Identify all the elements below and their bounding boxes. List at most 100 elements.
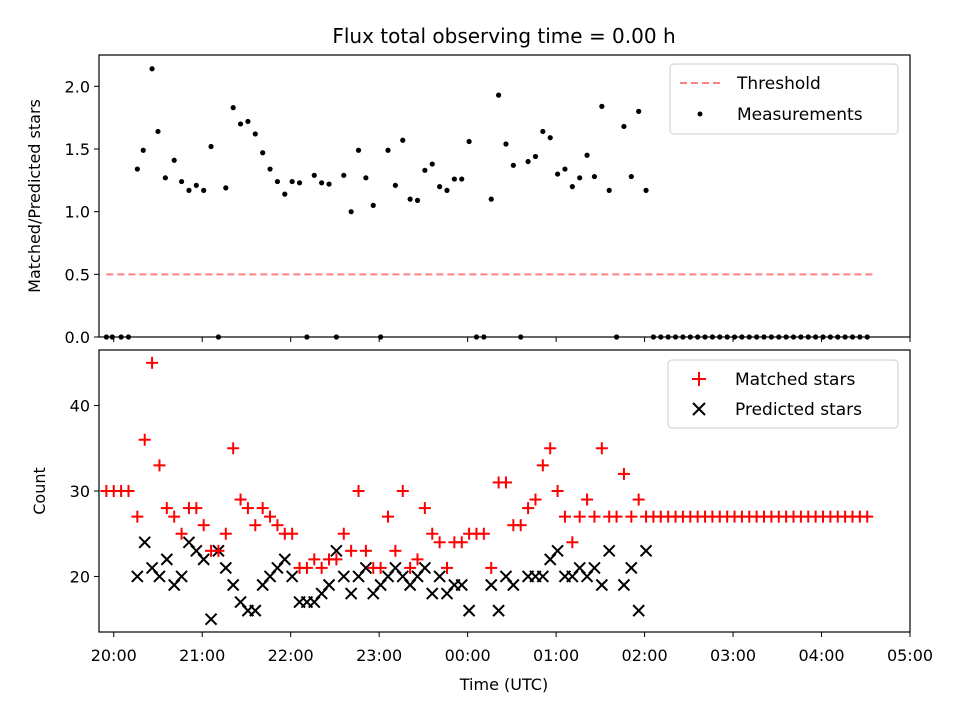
measurement-point <box>459 176 465 182</box>
matched-star-point <box>610 510 623 523</box>
matched-star-point <box>411 553 424 566</box>
matched-star-point <box>396 485 409 497</box>
chart-title: Flux total observing time = 0.00 h <box>332 24 675 48</box>
bottom-xlabel: Time (UTC) <box>459 675 548 694</box>
measurement-point <box>260 150 266 156</box>
measurement-point <box>451 176 457 182</box>
predicted-star-point <box>602 544 616 558</box>
matched-star-point <box>382 510 395 523</box>
matched-star-point <box>241 502 254 515</box>
matched-star-point <box>514 519 527 532</box>
predicted-star-point <box>426 587 439 600</box>
measurement-point <box>355 147 362 153</box>
measurement-point <box>599 103 605 109</box>
matched-star-point <box>581 493 594 506</box>
predicted-star-point <box>285 570 299 583</box>
measurement-point <box>245 118 251 125</box>
bottom-xtick-label: 03:00 <box>710 646 756 665</box>
predicted-star-point <box>330 544 343 558</box>
legend-predicted-swatch <box>692 402 706 416</box>
measurement-point <box>488 196 494 202</box>
predicted-star-point <box>492 604 505 617</box>
measurement-point <box>422 167 428 173</box>
matched-star-point <box>632 493 645 506</box>
matched-star-point <box>138 433 151 446</box>
matched-star-point <box>426 527 439 540</box>
measurement-point <box>252 131 258 137</box>
top-ytick-label: 1.0 <box>65 203 90 222</box>
bottom-xtick-label: 00:00 <box>445 646 491 665</box>
top-panel: 0.0 0.5 1.0 1.5 2.0 <box>65 66 911 347</box>
measurement-point <box>437 184 443 190</box>
measurement-point <box>201 187 207 193</box>
predicted-star-point <box>226 578 240 592</box>
measurement-point <box>554 171 561 177</box>
predicted-star-point <box>138 536 151 549</box>
matched-star-point <box>168 510 181 523</box>
measurement-point <box>429 161 435 167</box>
legend-threshold-label: Threshold <box>736 74 821 94</box>
matched-star-point <box>558 510 571 523</box>
measurement-point <box>569 184 575 190</box>
measurement-point <box>392 182 398 188</box>
matched-star-point <box>522 502 535 515</box>
predicted-star-point <box>175 570 188 583</box>
matched-star-point <box>300 561 313 574</box>
matched-star-point <box>256 502 269 515</box>
measurement-point <box>547 135 553 141</box>
predicted-star-point <box>249 604 262 617</box>
measurement-point <box>155 128 161 135</box>
measurement-point <box>496 92 502 98</box>
matched-star-point <box>485 561 498 574</box>
legend-matched-label: Matched stars <box>735 370 855 390</box>
measurement-point <box>162 175 168 181</box>
measurement-point <box>149 66 155 72</box>
matched-star-point <box>455 536 468 549</box>
bottom-xtick-label: 22:00 <box>268 646 314 665</box>
measurement-point <box>267 166 273 172</box>
measurement-point <box>171 157 177 163</box>
top-ylabel: Matched/Predicted stars <box>25 99 44 293</box>
measurement-point <box>510 162 516 168</box>
matched-star-point <box>234 493 247 506</box>
measurement-point <box>540 128 546 135</box>
measurement-point <box>643 187 649 193</box>
measurement-point <box>636 108 642 114</box>
measurement-point <box>525 158 531 165</box>
matched-star-point <box>440 561 453 574</box>
measurement-point <box>370 202 376 208</box>
bottom-xtick-label: 23:00 <box>356 646 402 665</box>
measurement-point <box>193 182 199 188</box>
bottom-panel-frame <box>98 349 911 633</box>
measurement-point <box>577 175 583 181</box>
predicted-star-point <box>219 561 233 575</box>
predicted-star-point <box>337 570 350 583</box>
measurement-point <box>341 172 347 178</box>
measurement-point <box>414 197 421 203</box>
measurement-point <box>532 153 539 160</box>
measurement-point <box>348 209 354 215</box>
bottom-panel: 20 30 40 20:00 21:00 22:00 23:00 00:00 01:00 02:0… <box>70 356 933 665</box>
matched-star-point <box>175 527 188 540</box>
predicted-star-point <box>485 578 498 592</box>
matched-star-point <box>345 544 358 557</box>
matched-star-point <box>249 519 262 532</box>
matched-star-point <box>212 544 225 557</box>
matched-star-point <box>536 459 549 472</box>
predicted-star-point <box>588 561 601 575</box>
bottom-xtick-label: 01:00 <box>533 646 579 665</box>
matched-star-point <box>544 442 557 455</box>
measurement-point <box>407 196 413 202</box>
bottom-ytick-label: 40 <box>70 397 90 416</box>
measurement-point <box>237 121 244 127</box>
matched-star-point <box>330 553 343 566</box>
legend-measurements-swatch <box>697 111 703 117</box>
measurement-point <box>444 187 450 193</box>
matched-star-point <box>588 510 601 523</box>
bottom-legend-box <box>667 359 899 429</box>
predicted-star-point <box>595 578 609 592</box>
predicted-star-point <box>322 578 336 592</box>
matched-star-point <box>595 442 608 455</box>
predicted-star-point <box>160 553 174 566</box>
